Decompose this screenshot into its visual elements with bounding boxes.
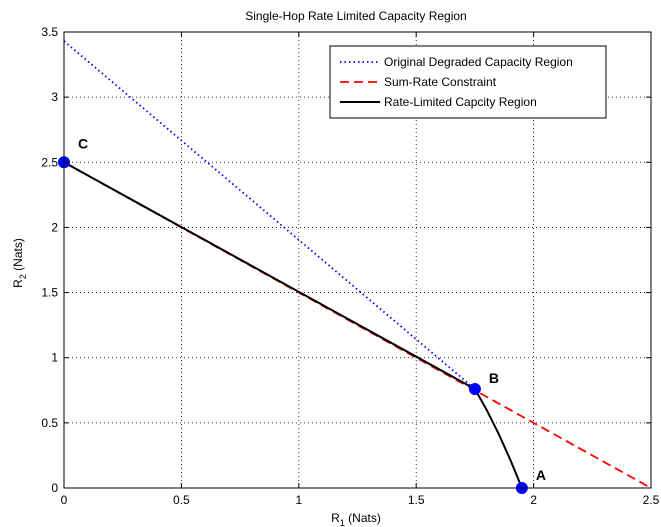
y-tick-label: 3 xyxy=(51,90,58,104)
plot-frame xyxy=(63,31,652,489)
x-axis-label: R1 (Nats) xyxy=(331,511,381,527)
point-label-b: B xyxy=(489,370,499,386)
point-label-c: C xyxy=(78,135,88,151)
x-tick-label: 2.5 xyxy=(643,493,660,507)
y-tick-label: 3.5 xyxy=(41,25,58,39)
ticks-layer: 0 0.5 1 1.5 2 2.5 0 0.5 1 1.5 2 2.5 3 3.5 xyxy=(41,25,659,507)
y-tick-label: 1 xyxy=(51,351,58,365)
y-tick-label: 2 xyxy=(51,220,58,234)
series-layer xyxy=(63,40,652,489)
y-axis-label: R2 (Nats) xyxy=(11,238,28,288)
chart-title: Single-Hop Rate Limited Capacity Region xyxy=(245,9,466,23)
legend-label-1: Sum-Rate Constraint xyxy=(384,75,497,89)
legend-label-0: Original Degraded Capacity Region xyxy=(384,55,573,69)
y-tick-label: 0 xyxy=(51,481,58,495)
legend: Original Degraded Capacity Region Sum-Rat… xyxy=(329,45,607,119)
x-tick-label: 0.5 xyxy=(173,493,190,507)
y-tick-label: 1.5 xyxy=(41,286,58,300)
y-tick-label: 2.5 xyxy=(41,155,58,169)
point-label-a: A xyxy=(536,467,546,483)
x-tick-label: 0 xyxy=(61,493,68,507)
x-tick-label: 1 xyxy=(295,493,302,507)
y-tick-label: 0.5 xyxy=(41,416,58,430)
legend-items: Original Degraded Capacity Region Sum-Rat… xyxy=(340,55,573,109)
x-tick-label: 2 xyxy=(530,493,537,507)
points-layer: C B A xyxy=(58,135,546,494)
legend-label-2: Rate-Limited Capcity Region xyxy=(384,95,537,109)
x-tick-label: 1.5 xyxy=(408,493,425,507)
series-line-2 xyxy=(63,161,523,489)
point-marker-b xyxy=(468,382,481,395)
